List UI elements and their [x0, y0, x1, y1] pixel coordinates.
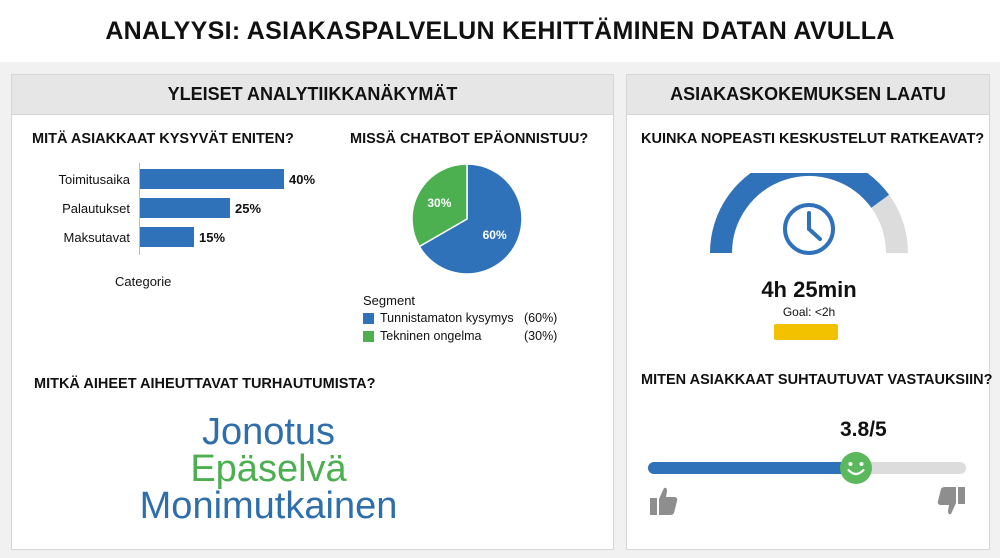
resolution-gauge	[710, 173, 908, 255]
questions-chart-title: MITÄ ASIAKKAAT KYSYVÄT ENITEN?	[32, 131, 294, 147]
frustration-word: Jonotus	[201, 411, 336, 453]
smiley-icon	[839, 452, 872, 484]
bar-category-label: Palautukset	[62, 201, 130, 216]
rating-fill	[648, 462, 856, 474]
bar-value-label: 40%	[289, 172, 316, 187]
thumbs-down-icon	[937, 487, 965, 515]
legend-label: Tekninen ongelma	[380, 329, 482, 343]
pie-slice-label: 60%	[483, 228, 507, 242]
frustration-word: Monimutkainen	[139, 485, 398, 527]
resolution-goal: Goal: <2h	[782, 305, 836, 319]
resolution-duration: 4h 25min	[761, 277, 857, 302]
bar-category-label: Toimitusaika	[58, 172, 130, 187]
bar-chart-xlabel: Categorie	[115, 274, 172, 289]
legend-value: (60%)	[524, 311, 558, 325]
general-analytics-header: YLEISET ANALYTIIKKANÄKYMÄT	[12, 75, 613, 115]
pie-slice-label: 30%	[427, 196, 451, 210]
pie-slice	[412, 163, 468, 248]
goal-indicator-bar	[774, 324, 838, 340]
pie-legend-item: Tunnistamaton kysymys	[363, 311, 514, 325]
legend-swatch	[363, 312, 374, 324]
bar-value-label: 15%	[199, 230, 226, 245]
legend-value: (30%)	[524, 329, 558, 343]
pie-legend-title: Segment	[363, 293, 416, 308]
bar-chart-axis	[139, 163, 140, 255]
bar	[140, 169, 284, 189]
experience-quality-panel: ASIAKASKOKEMUKSEN LAATU KUINKA NOPEASTI …	[626, 74, 993, 550]
bar	[140, 227, 194, 247]
legend-label: Tunnistamaton kysymys	[380, 311, 514, 325]
chatbot-pie-chart: 60% 30%	[412, 163, 522, 275]
bar	[140, 198, 230, 218]
legend-swatch	[363, 330, 374, 342]
gauge-fill	[710, 173, 890, 254]
bar-category-label: Maksutavat	[63, 230, 130, 245]
thumbs-up-icon	[650, 487, 678, 515]
frustration-word: Epäselvä	[190, 448, 347, 490]
pie-legend-item: Tekninen ongelma	[363, 329, 481, 343]
experience-quality-header: ASIAKASKOKEMUKSEN LAATU	[627, 75, 989, 115]
frustration-title: MITKÄ AIHEET AIHEUTTAVAT TURHAUTUMISTA?	[34, 376, 376, 392]
resolution-title: KUINKA NOPEASTI KESKUSTELUT RATKEAVAT?	[641, 131, 985, 147]
page-title: ANALYYSI: ASIAKASPALVELUN KEHITTÄMINEN D…	[0, 0, 1000, 62]
pie-slice	[418, 163, 522, 275]
chatbot-chart-title: MISSÄ CHATBOT EPÄONNISTUU?	[350, 131, 589, 147]
general-analytics-panel: YLEISET ANALYTIIKKANÄKYMÄT MITÄ ASIAKKAA…	[11, 74, 614, 550]
rating-value: 3.8/5	[840, 418, 887, 441]
response-title: MITEN ASIAKKAAT SUHTAUTUVAT VASTAUKSIIN?	[641, 372, 993, 388]
bar-value-label: 25%	[235, 201, 262, 216]
clock-icon	[783, 203, 835, 255]
